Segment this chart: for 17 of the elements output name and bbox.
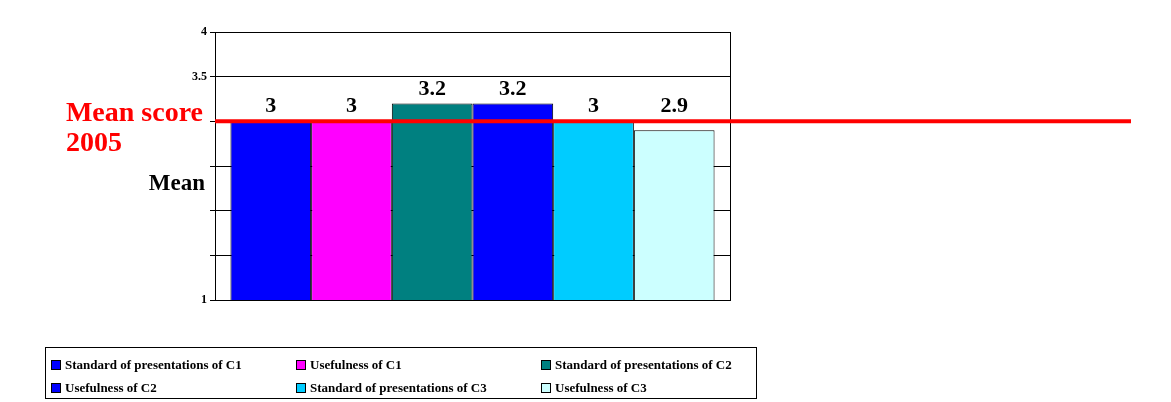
legend-label: Standard of presentations of C1 <box>65 356 242 373</box>
legend-label: Standard of presentations of C2 <box>555 356 732 373</box>
y-tick-label: 4 <box>201 24 207 39</box>
ref-line-label: Mean score 2005 <box>65 96 204 158</box>
data-label: 2.9 <box>660 92 688 118</box>
legend-label: Standard of presentations of C3 <box>310 379 487 396</box>
data-label: 3.2 <box>499 75 527 101</box>
data-label: 3 <box>588 92 600 118</box>
legend-label: Usefulness of C2 <box>65 379 157 396</box>
data-label: 3 <box>345 92 357 118</box>
legend-label: Usefulness of C3 <box>555 379 647 396</box>
data-label: 3 <box>265 92 277 118</box>
y-tick-label: 1 <box>201 292 207 307</box>
legend-label: Usefulness of C1 <box>310 356 402 373</box>
y-axis-title: Mean <box>148 169 206 195</box>
y-tick-label: 3.5 <box>192 68 207 83</box>
data-label: 3.2 <box>418 75 446 101</box>
